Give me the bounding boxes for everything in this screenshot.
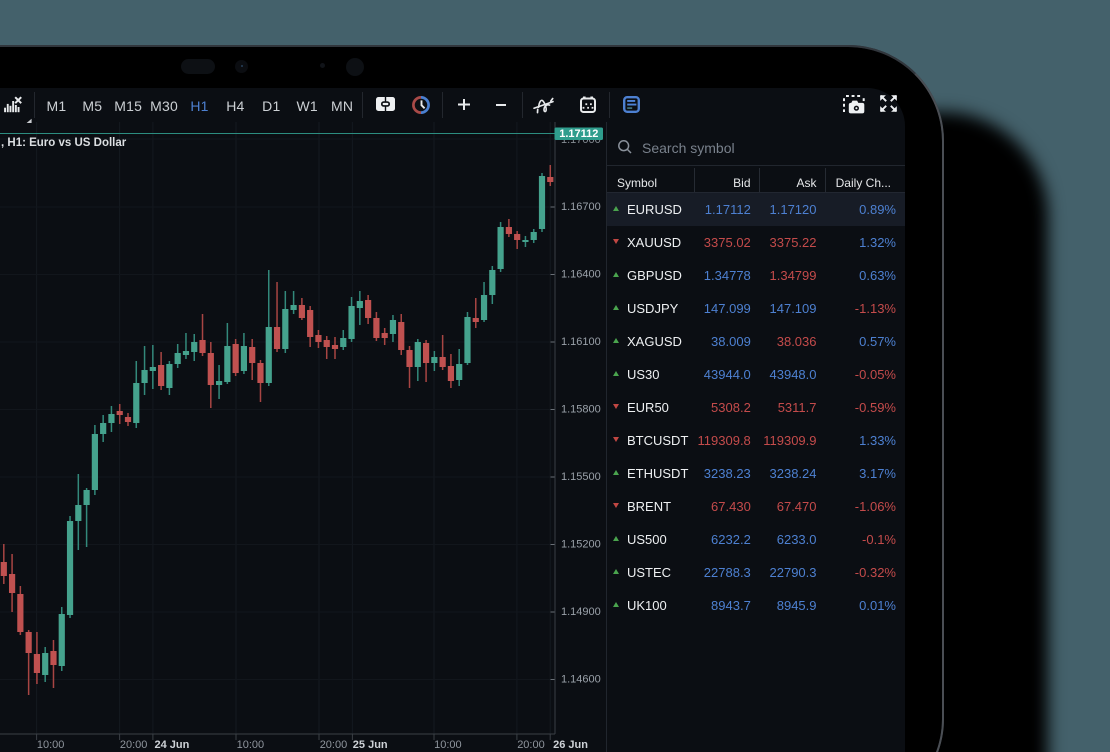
svg-text:10:00: 10:00: [37, 739, 65, 751]
svg-text:1.14900: 1.14900: [561, 606, 601, 618]
svg-text:20:00: 20:00: [120, 739, 148, 751]
svg-text:25 Jun: 25 Jun: [353, 739, 388, 751]
svg-text:1.14600: 1.14600: [561, 673, 601, 685]
svg-text:1.15200: 1.15200: [561, 538, 601, 550]
svg-text:1.15500: 1.15500: [561, 471, 601, 483]
svg-text:26 Jun: 26 Jun: [553, 739, 588, 751]
svg-text:1.16700: 1.16700: [561, 201, 601, 213]
svg-text:1.16100: 1.16100: [561, 336, 601, 348]
svg-text:10:00: 10:00: [434, 739, 462, 751]
svg-text:1.16400: 1.16400: [561, 268, 601, 280]
svg-text:20:00: 20:00: [517, 739, 545, 751]
svg-text:1.17112: 1.17112: [559, 128, 598, 140]
svg-text:20:00: 20:00: [320, 739, 348, 751]
svg-text:1.15800: 1.15800: [561, 403, 601, 415]
svg-text:10:00: 10:00: [237, 739, 265, 751]
svg-text:24 Jun: 24 Jun: [155, 739, 190, 751]
